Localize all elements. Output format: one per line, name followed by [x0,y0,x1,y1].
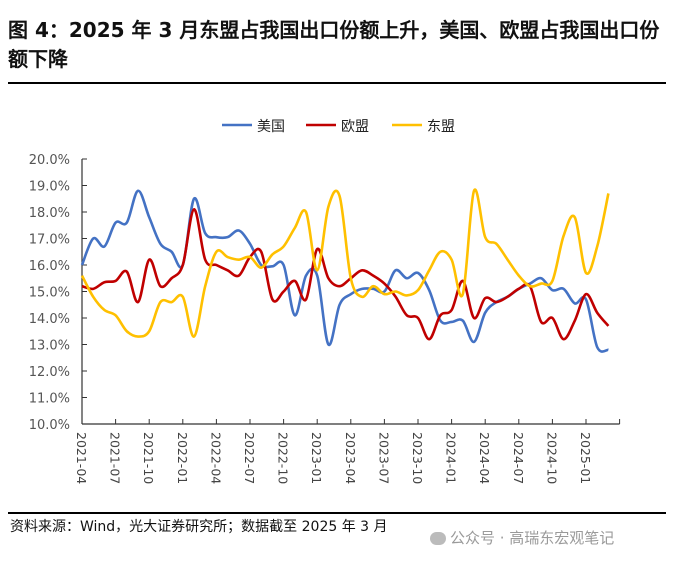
y-tick-label: 16.0% [29,259,70,274]
watermark-text: 公众号 · 高瑞东宏观笔记 [450,529,615,547]
x-tick-label: 2022-04 [208,432,223,484]
x-tick-label: 2023-01 [309,432,324,484]
x-tick-label: 2022-07 [242,432,257,484]
watermark: 公众号 · 高瑞东宏观笔记 [430,527,614,548]
x-tick-label: 2024-04 [477,432,492,484]
x-tick-label: 2022-10 [276,432,291,484]
y-tick-label: 12.0% [29,365,70,380]
y-tick-label: 14.0% [29,312,70,327]
wechat-icon [430,532,446,545]
y-tick-label: 11.0% [29,392,70,407]
line-chart: 10.0% 11.0% 12.0% 13.0% 14.0% 15.0% 16.0% 17.0%… [29,119,621,484]
y-tick-label: 13.0% [29,339,70,354]
legend-label: 东盟 [427,119,455,135]
x-tick-label: 2022-01 [175,432,190,484]
y-tick-label: 15.0% [29,286,70,301]
footer-rule [8,512,666,514]
series-line-东盟 [80,188,610,338]
figure-title: 图 4：2025 年 3 月东盟占我国出口份额上升，美国、欧盟占我国出口份额下降 [8,18,660,71]
y-tick-label: 10.0% [29,418,70,433]
source-note: 资料来源：Wind，光大证券研究所；数据截至 2025 年 3 月 [10,519,388,535]
series-line-美国 [80,189,609,353]
x-tick-label: 2023-07 [376,432,391,484]
y-tick-label: 20.0% [29,153,70,168]
legend-label: 美国 [257,119,285,135]
x-tick-label: 2021-07 [108,432,123,484]
x-tick-label: 2023-10 [410,432,425,484]
x-tick-label: 2025-01 [578,432,593,484]
x-tick-label: 2021-04 [74,432,89,484]
series-line-欧盟 [81,208,610,341]
x-tick-label: 2023-04 [343,432,358,484]
legend-label: 欧盟 [341,119,369,135]
y-tick-label: 18.0% [29,206,70,221]
x-tick-label: 2024-10 [544,432,559,484]
y-tick-label: 17.0% [29,233,70,248]
x-tick-label: 2024-01 [444,432,459,484]
x-tick-label: 2024-07 [511,432,526,484]
y-tick-label: 19.0% [29,180,70,195]
x-tick-label: 2021-10 [141,432,156,484]
title-rule [8,82,666,84]
